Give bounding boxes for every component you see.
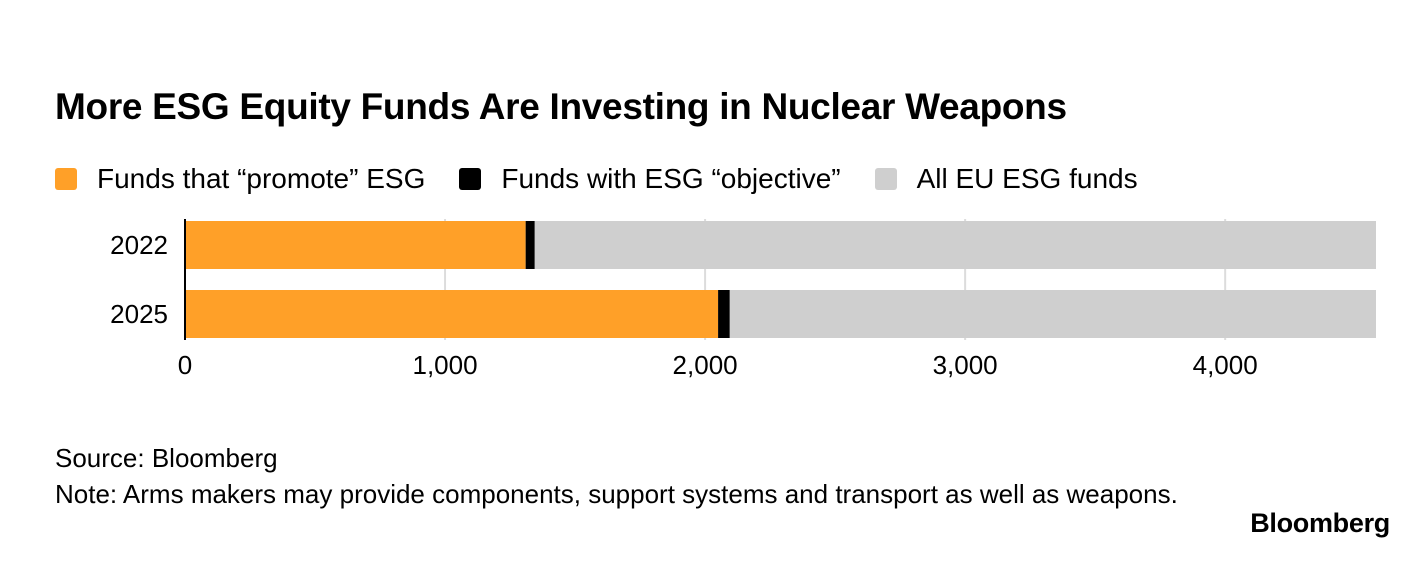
category-label-2025: 2025 — [110, 299, 168, 329]
x-tick-label-0: 0 — [178, 350, 192, 380]
chart-title: More ESG Equity Funds Are Investing in N… — [55, 86, 1067, 127]
x-tick-label-4000: 4,000 — [1193, 350, 1258, 380]
legend-item-promote: Funds that “promote” ESG — [55, 163, 425, 195]
bar-2022-series-0 — [185, 221, 526, 269]
chart-legend: Funds that “promote” ESG Funds with ESG … — [55, 161, 1172, 197]
legend-swatch-all-eu — [874, 168, 897, 190]
x-tick-label-3000: 3,000 — [933, 350, 998, 380]
legend-swatch-objective — [459, 168, 482, 190]
x-tick-label-2000: 2,000 — [673, 350, 738, 380]
legend-label-promote: Funds that “promote” ESG — [97, 163, 426, 194]
legend-label-objective: Funds with ESG “objective” — [501, 163, 841, 194]
legend-item-all-eu: All EU ESG funds — [874, 163, 1138, 195]
category-label-2022: 2022 — [110, 230, 168, 260]
legend-swatch-promote — [55, 168, 77, 190]
x-tick-label-1000: 1,000 — [413, 350, 478, 380]
note-text: Note: Arms makers may provide components… — [55, 479, 1178, 509]
legend-label-all-eu: All EU ESG funds — [916, 163, 1138, 194]
source-text: Source: Bloomberg — [55, 443, 278, 473]
chart-footnotes: Source: Bloomberg Note: Arms makers may … — [55, 440, 1215, 512]
bar-2022-series-2 — [534, 221, 1376, 269]
legend-item-objective: Funds with ESG “objective” — [459, 163, 841, 195]
bar-2025-series-2 — [729, 290, 1376, 338]
bar-2025-series-0 — [185, 290, 719, 338]
bar-2025-series-1 — [718, 290, 730, 338]
bloomberg-logo: Bloomberg — [1250, 508, 1390, 538]
bar-2022-series-1 — [525, 221, 535, 269]
